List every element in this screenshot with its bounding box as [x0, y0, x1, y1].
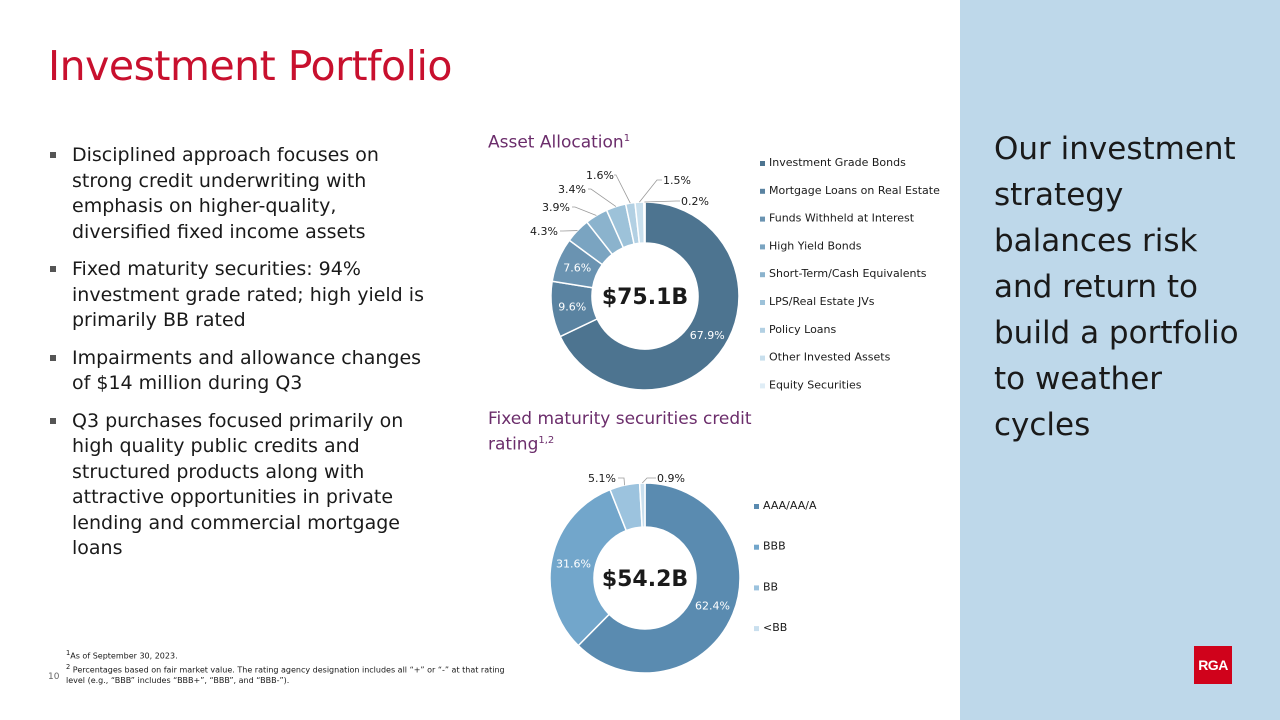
legend-swatch	[754, 544, 759, 550]
data-label: 62.4%	[695, 600, 730, 613]
data-label: 5.1%	[588, 472, 616, 485]
legend-swatch	[760, 188, 765, 194]
legend-swatch	[760, 244, 765, 250]
page-number: 10	[48, 672, 60, 682]
data-label: 3.4%	[558, 183, 586, 196]
legend-label: Investment Grade Bonds	[769, 156, 906, 169]
data-label: 7.6%	[563, 262, 591, 275]
sidebar-panel: Our investment strategy balances risk an…	[960, 0, 1280, 720]
data-label: 31.6%	[556, 557, 591, 570]
footnotes: 1As of September 30, 2023. 2 Percentages…	[66, 648, 526, 686]
legend-label: Funds Withheld at Interest	[769, 212, 915, 225]
credit-rating-title-text: Fixed maturity securities credit rating	[488, 409, 752, 455]
data-label: 1.6%	[586, 169, 614, 182]
donut-svg: 67.9% 9.6% 7.6% 4.3% 3.9% 3.4%1.6% 1.5% 0.2% $75…	[530, 156, 940, 391]
legend-swatch	[760, 383, 765, 389]
center-total-label: $54.2B	[602, 567, 688, 592]
legend-swatch	[760, 161, 765, 166]
leader-line	[642, 477, 656, 484]
slice-bbb	[549, 488, 628, 647]
bullet-list: Disciplined approach focuses on strong c…	[50, 143, 425, 574]
legend-swatch	[754, 626, 759, 632]
bullet-item: Fixed maturity securities: 94% investmen…	[50, 257, 425, 334]
legend-label: Equity Securities	[769, 378, 862, 391]
bullet-text: Q3 purchases focused primarily on high q…	[72, 409, 404, 560]
page-title: Investment Portfolio	[48, 42, 452, 90]
data-label: 0.2%	[681, 195, 709, 208]
legend-label: AAA/AA/A	[763, 499, 817, 512]
asset-allocation-title-sup: 1	[623, 133, 631, 144]
legend-swatch	[760, 327, 765, 333]
bullet-item: Q3 purchases focused primarily on high q…	[50, 409, 425, 562]
data-label: 3.9%	[542, 201, 570, 214]
leader-line	[639, 179, 662, 203]
legend-swatch	[760, 300, 765, 305]
slice-bb	[638, 482, 646, 528]
footnote-2-marker: 2	[66, 662, 71, 671]
bullet-text: Disciplined approach focuses on strong c…	[72, 144, 379, 243]
leader-line	[614, 174, 631, 204]
legend-label: Policy Loans	[769, 323, 837, 336]
legend-label: Other Invested Assets	[769, 351, 891, 364]
credit-rating-title-sup: 1,2	[538, 435, 555, 446]
slice-equity-securities	[643, 201, 646, 244]
legend-label: BBB	[763, 540, 786, 553]
rga-logo: RGA	[1194, 646, 1232, 684]
legend-swatch	[760, 355, 765, 361]
data-label: 0.9%	[657, 472, 685, 485]
slice-investment-grade-bonds	[559, 201, 740, 391]
footnote-1-marker: 1	[66, 649, 71, 657]
legend-swatch	[754, 585, 759, 591]
leader-line	[644, 200, 680, 203]
bullet-square-icon	[50, 354, 56, 361]
data-label: 1.5%	[663, 174, 691, 187]
footnote-2: 2 Percentages based on fair market value…	[66, 662, 526, 687]
legend-label: <BB	[763, 621, 787, 634]
asset-allocation-title-text: Asset Allocation	[488, 132, 624, 153]
credit-rating-chart: 62.4% 31.6% 5.1% 0.9% $54.2B AAA/AA/A BBB BB <BB	[549, 472, 817, 674]
legend-label: High Yield Bonds	[769, 239, 862, 252]
asset-allocation-title: Asset Allocation1	[488, 128, 630, 154]
bullet-square-icon	[50, 417, 56, 424]
leader-line	[572, 206, 597, 216]
footnote-1: 1As of September 30, 2023.	[66, 648, 526, 662]
leader-line	[618, 477, 625, 486]
bullet-text: Fixed maturity securities: 94% investmen…	[72, 258, 424, 331]
bullet-square-icon	[50, 152, 56, 158]
footnote-1-text: As of September 30, 2023.	[70, 651, 178, 661]
credit-rating-title: Fixed maturity securities credit rating1…	[488, 408, 798, 456]
data-label: 67.9%	[690, 329, 725, 342]
legend-label: Short-Term/Cash Equivalents	[769, 267, 927, 280]
footnote-2-text: Percentages based on fair market value. …	[66, 665, 505, 686]
bullet-item: Impairments and allowance changes of $14…	[50, 346, 425, 397]
asset-allocation-chart: 67.9% 9.6% 7.6% 4.3% 3.9% 3.4% 1.6% 1.5% 0.2% $75…	[530, 156, 940, 391]
bullet-item: Disciplined approach focuses on strong c…	[50, 143, 425, 245]
legend-label: BB	[763, 580, 778, 593]
center-total-label: $75.1B	[602, 285, 688, 310]
legend-swatch	[760, 216, 765, 222]
data-label: 4.3%	[530, 225, 558, 238]
sidebar-statement: Our investment strategy balances risk an…	[994, 131, 1239, 443]
legend-swatch	[754, 504, 759, 509]
legend-label: Mortgage Loans on Real Estate	[769, 184, 940, 197]
bullet-square-icon	[50, 266, 56, 272]
legend-swatch	[760, 272, 765, 278]
bullet-text: Impairments and allowance changes of $14…	[72, 346, 422, 395]
data-label: 9.6%	[558, 301, 586, 314]
slice-aaa-aa-a	[577, 482, 741, 674]
legend-label: LPS/Real Estate JVs	[769, 295, 875, 308]
leader-line	[588, 188, 617, 207]
